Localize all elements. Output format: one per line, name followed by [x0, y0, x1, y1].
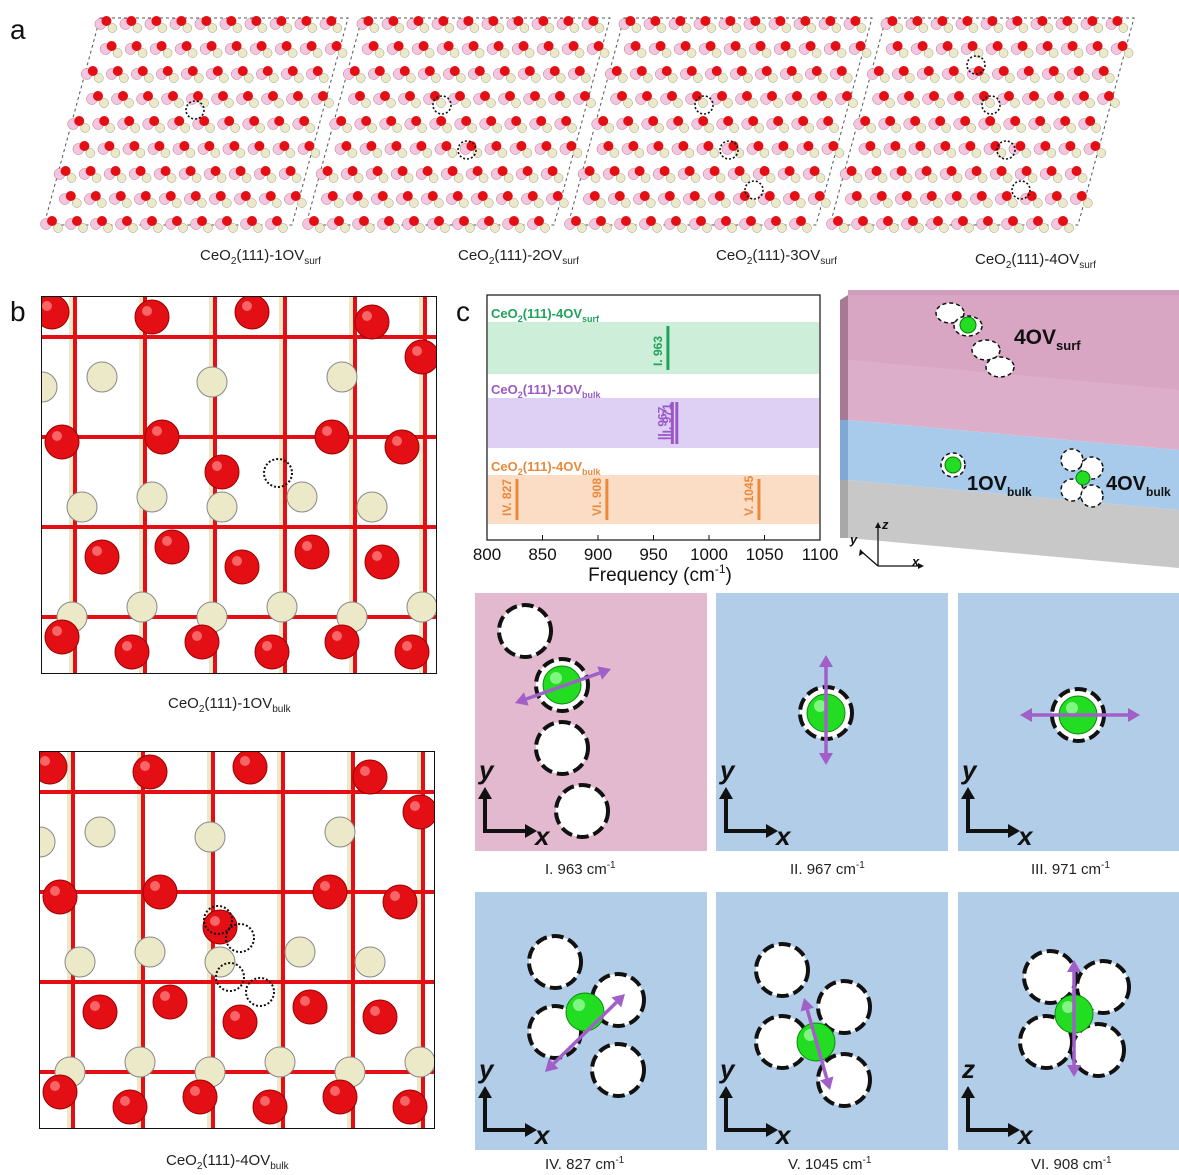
x-tick-900: 900 [584, 545, 612, 564]
vacancy-site [1075, 959, 1131, 1015]
x-tick-850: 850 [528, 545, 556, 564]
band-label-2: CeO2(111)-4OVbulk [491, 459, 602, 477]
mode-axis-vertical: y [477, 1054, 495, 1084]
mode-caption-v: V. 1045 cm-1 [788, 1155, 872, 1173]
label-4ov-surf: 4OVsurf [1014, 326, 1081, 353]
slab-schematic: 4OVsurf 1OVbulk 4OVbulk [840, 290, 1179, 568]
mode-caption-vi: VI. 908 cm-1 [1031, 1155, 1112, 1173]
caption-4ov-bulk: CeO2(111)-4OVbulk [166, 1152, 289, 1172]
label-4ov-bulk: 4OVbulk [1106, 473, 1171, 499]
vacancy-site [1070, 1022, 1126, 1078]
mode-axis-vertical: y [718, 1054, 736, 1084]
vibrating-atom [565, 992, 605, 1032]
caption-3ov-surf: CeO2(111)-3OVsurf [716, 247, 837, 267]
bulk1-vacancy [940, 452, 966, 478]
mode-axis-horizontal: x [1016, 1120, 1034, 1150]
structure-1ov-bulk [41, 296, 437, 674]
lattice-2ov-surf [302, 16, 611, 233]
mode-axis-vertical: z [961, 1054, 975, 1084]
caption-1ov-surf: CeO2(111)-1OVsurf [200, 247, 321, 267]
surf-vacancy-cluster [935, 302, 1015, 378]
panel-letter-c: c [456, 296, 470, 327]
panel-a-lattices [40, 16, 1135, 233]
slab-axis-x: x [911, 554, 920, 569]
vacancy-site [497, 603, 553, 659]
mode-caption-ii: II. 967 cm-1 [790, 860, 865, 878]
band-label-1: CeO2(111)-1OVbulk [491, 382, 602, 400]
freq-line-label-1045: V. 1045 [742, 475, 756, 516]
freq-line-label-908: VI. 908 [590, 478, 604, 516]
vacancy-site [754, 942, 810, 998]
mode-axis-horizontal: x [533, 1120, 551, 1150]
freq-line-label-967: II. 967 [655, 406, 669, 440]
vacancy-site [1022, 949, 1078, 1005]
freq-line-label-971: III. 971 [660, 403, 674, 440]
x-tick-1000: 1000 [690, 545, 728, 564]
vacancy-site [534, 720, 590, 776]
structure-4ov-bulk [39, 751, 435, 1129]
slab-base-layer [848, 480, 1179, 568]
freq-line-label-827: IV. 827 [500, 479, 514, 516]
mode-axis-vertical: y [718, 755, 736, 785]
panel-letter-a: a [10, 14, 26, 45]
mode-axis-vertical: y [960, 755, 978, 785]
slab-axes: x y z [849, 517, 924, 569]
x-axis-title: Frequency (cm-1) [588, 562, 732, 586]
vacancy-site [554, 783, 610, 839]
mode-caption-i: I. 963 cm-1 [545, 860, 616, 878]
mode-axis-horizontal: x [774, 1120, 792, 1150]
x-tick-800: 800 [473, 545, 501, 564]
lattice-1ov-surf [40, 16, 349, 233]
band-0 [488, 322, 819, 374]
vibration-arrow [552, 1001, 618, 1065]
frequency-chart: CeO2(111)-4OVsurf I. 963 CeO2(111)-1OVbulk… [473, 294, 839, 586]
caption-1ov-bulk: CeO2(111)-1OVbulk [168, 695, 291, 715]
x-tick-950: 950 [639, 545, 667, 564]
mode-axis-horizontal: x [533, 821, 551, 851]
vacancy-site [590, 1042, 646, 1098]
slab-axis-y: y [849, 532, 858, 547]
band-1 [488, 398, 819, 448]
lattice-4ov-surf [826, 16, 1135, 233]
freq-line-label-963: I. 963 [651, 336, 665, 366]
mode-axis-horizontal: x [774, 821, 792, 851]
x-tick-1050: 1050 [746, 545, 784, 564]
caption-2ov-surf: CeO2(111)-2OVsurf [458, 247, 579, 267]
mode-axis-vertical: y [477, 755, 495, 785]
mode-caption-iii: III. 971 cm-1 [1031, 860, 1110, 878]
slab-axis-z: z [881, 517, 889, 532]
band-label-0: CeO2(111)-4OVsurf [491, 306, 600, 324]
mode-caption-iv: IV. 827 cm-1 [545, 1155, 625, 1173]
vibration-arrow [525, 671, 601, 701]
vacancy-site [816, 979, 872, 1035]
mode-axis-horizontal: x [1016, 821, 1034, 851]
x-tick-1100: 1100 [802, 545, 839, 564]
caption-4ov-surf: CeO2(111)-4OVsurf [975, 251, 1096, 271]
band-2 [488, 475, 819, 524]
label-1ov-bulk: 1OVbulk [967, 473, 1032, 499]
bulk-4ov-structure-svg [40, 752, 434, 1128]
bulk4-vacancy-cluster [1060, 448, 1104, 508]
bulk-1ov-structure-svg [42, 297, 436, 673]
vacancy-site [816, 1052, 872, 1108]
slab-surface-layer [848, 295, 1179, 390]
vacancy-site [527, 934, 583, 990]
panel-letter-b: b [10, 296, 26, 327]
lattice-3ov-surf [564, 16, 873, 233]
vibration-arrow [805, 1009, 829, 1079]
